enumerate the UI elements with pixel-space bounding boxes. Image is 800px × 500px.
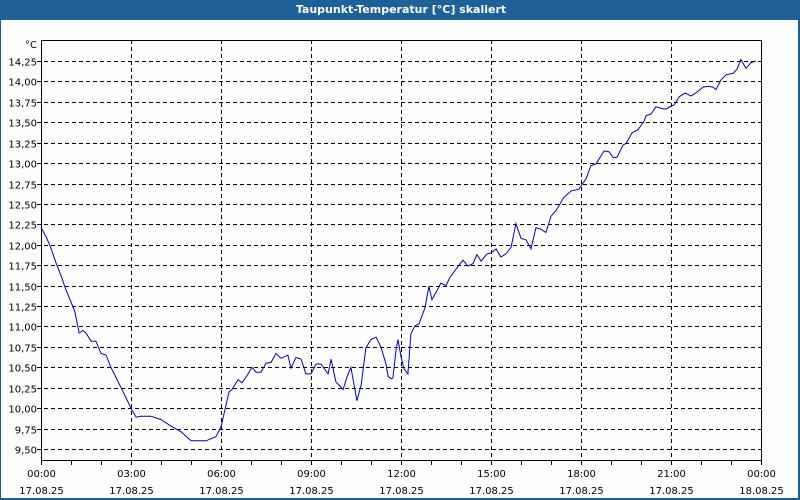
y-tick-label: 14,00	[8, 78, 37, 89]
x-tick-time-label: 00:00	[747, 469, 776, 480]
x-tick-time-label: 15:00	[477, 469, 506, 480]
y-tick-label: 11,75	[8, 262, 37, 273]
y-tick-label: 10,00	[8, 405, 37, 416]
y-tick-label: 12,50	[8, 201, 37, 212]
y-tick-label: 12,25	[8, 221, 37, 232]
x-tick-date-label: 17.08.25	[469, 486, 514, 497]
x-tick-time-label: 00:00	[27, 469, 56, 480]
y-tick-label: 9,50	[15, 446, 37, 457]
y-tick-label: 10,75	[8, 344, 37, 355]
y-tick-label: 10,50	[8, 364, 37, 375]
y-tick-label: 9,75	[15, 426, 37, 437]
x-tick-date-label: 17.08.25	[289, 486, 334, 497]
y-tick-label: 13,75	[8, 99, 37, 110]
x-tick-date-label: 17.08.25	[19, 486, 64, 497]
x-axis: 00:00 17.08.25 03:00 17.08.25 06:00 17.08.25 0…	[19, 460, 784, 497]
y-tick-label: 11,50	[8, 283, 37, 294]
x-tick-time-label: 03:00	[117, 469, 146, 480]
x-tick-date-label: 17.08.25	[559, 486, 604, 497]
y-tick-label: 12,75	[8, 181, 37, 192]
x-tick-date-label: 17.08.25	[649, 486, 694, 497]
x-tick-time-label: 21:00	[657, 469, 686, 480]
y-tick-label: 12,00	[8, 242, 37, 253]
y-tick-label: 11,00	[8, 323, 37, 334]
x-tick-time-label: 18:00	[567, 469, 596, 480]
y-tick-label: 13,25	[8, 140, 37, 151]
x-tick-date-label: 17.08.25	[379, 486, 424, 497]
y-axis: 9,50 9,75 10,00 10,25 10,50 10,75 11,00 11,25 11…	[8, 58, 37, 457]
plot-area-frame	[41, 40, 762, 461]
y-axis-unit-label: °C	[25, 40, 37, 51]
y-tick-label: 13,00	[8, 160, 37, 171]
y-tick-label: 11,25	[8, 303, 37, 314]
x-tick-time-label: 09:00	[297, 469, 326, 480]
y-tick-label: 14,25	[8, 58, 37, 69]
grid-lines	[37, 40, 761, 460]
dewpoint-series-line	[40, 58, 757, 442]
window-title: Taupunkt-Temperatur [°C] skaliert	[1, 0, 800, 20]
x-tick-date-label: 17.08.25	[109, 486, 154, 497]
x-tick-date-label: 17.08.25	[199, 486, 244, 497]
x-tick-date-label: 18.08.25	[739, 486, 784, 497]
x-tick-time-label: 12:00	[387, 469, 416, 480]
x-tick-time-label: 06:00	[207, 469, 236, 480]
y-tick-label: 13,50	[8, 119, 37, 130]
y-tick-label: 10,25	[8, 385, 37, 396]
